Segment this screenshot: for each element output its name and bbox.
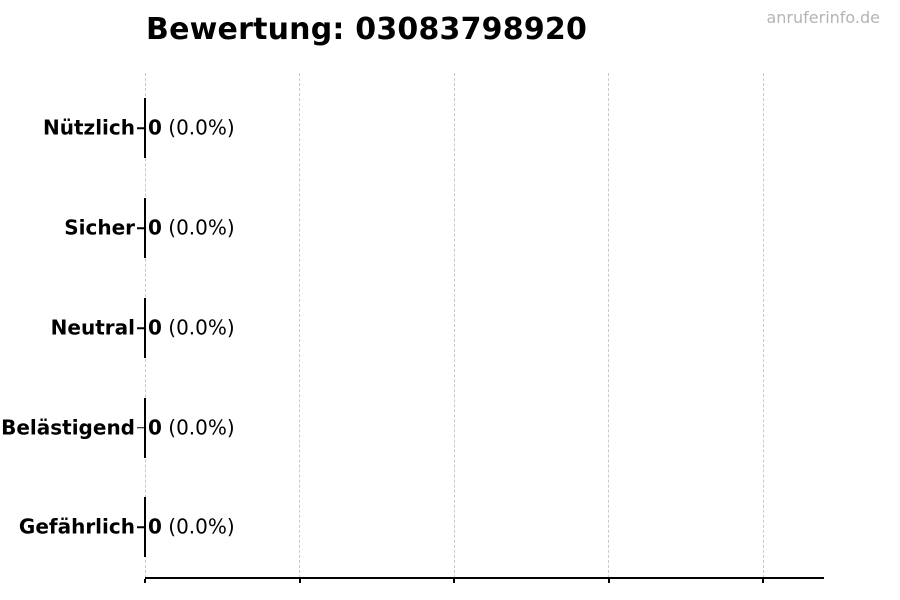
bar-segment — [144, 298, 146, 358]
bar-segment — [144, 497, 146, 557]
y-axis-tick — [137, 127, 144, 129]
category-label: Belästigend — [1, 415, 135, 440]
value-percent: (0.0%) — [161, 115, 235, 140]
watermark: anruferinfo.de — [766, 8, 880, 27]
gridline — [608, 73, 609, 578]
x-axis-tick — [607, 579, 610, 583]
bar-segment — [144, 198, 146, 258]
category-label: Neutral — [50, 315, 135, 340]
y-axis-tick — [137, 327, 144, 329]
x-axis-tick — [762, 579, 764, 583]
value-number: 0 — [148, 514, 162, 539]
value-label: 0 (0.0%) — [148, 116, 235, 140]
value-percent: (0.0%) — [161, 315, 235, 340]
value-number: 0 — [148, 215, 162, 240]
x-axis-tick — [453, 579, 455, 583]
value-label: 0 (0.0%) — [148, 415, 235, 439]
chart-title: Bewertung: 03083798920 — [146, 12, 588, 47]
bar-segment — [144, 98, 146, 158]
category-label: Sicher — [64, 215, 135, 240]
value-number: 0 — [148, 415, 162, 440]
y-axis-tick — [137, 426, 144, 429]
value-percent: (0.0%) — [161, 215, 235, 240]
y-axis-tick — [137, 227, 144, 229]
value-label: 0 (0.0%) — [148, 316, 235, 340]
bar-segment — [144, 397, 146, 458]
x-axis — [145, 577, 824, 579]
value-label: 0 (0.0%) — [148, 216, 235, 240]
category-label: Gefährlich — [18, 514, 135, 539]
category-label: Nützlich — [43, 115, 135, 140]
value-number: 0 — [148, 315, 162, 340]
value-percent: (0.0%) — [161, 415, 235, 440]
x-axis-tick — [144, 579, 146, 583]
value-number: 0 — [148, 115, 162, 140]
gridline — [762, 73, 764, 578]
y-axis-tick — [137, 526, 144, 528]
gridline — [453, 73, 455, 578]
gridline — [299, 73, 300, 578]
value-percent: (0.0%) — [161, 514, 235, 539]
value-label: 0 (0.0%) — [148, 515, 235, 539]
x-axis-tick — [298, 579, 301, 583]
